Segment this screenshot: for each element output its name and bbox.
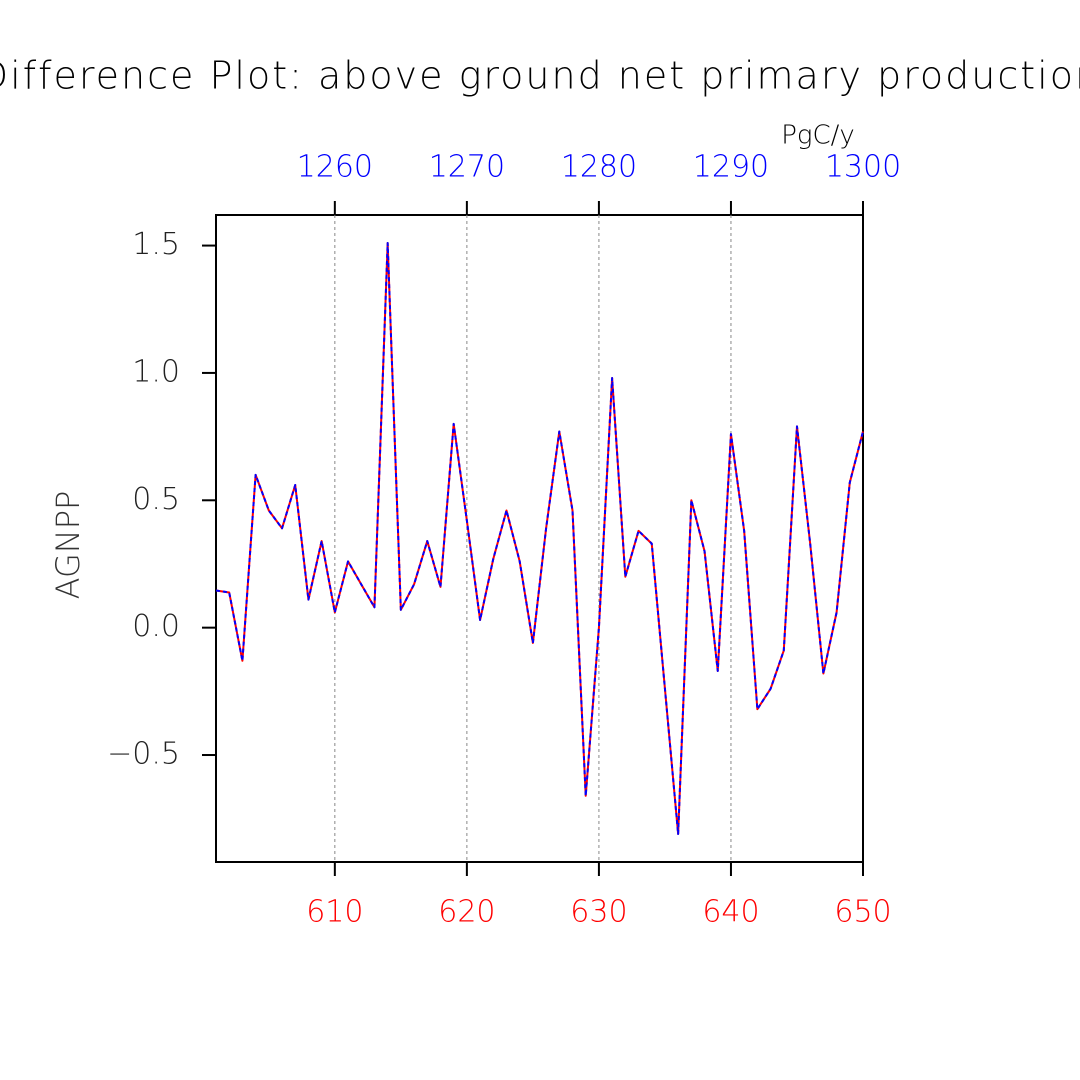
x2-tick-label: 1290 bbox=[693, 150, 769, 185]
y-tick-label: 1.5 bbox=[132, 227, 180, 262]
data-line bbox=[215, 242, 864, 835]
x-tick-label: 640 bbox=[702, 895, 759, 930]
x-tick-label: 630 bbox=[570, 895, 627, 930]
units-label: PgC/y bbox=[781, 121, 855, 151]
plot-frame bbox=[215, 214, 864, 863]
x2-tick-label: 1280 bbox=[561, 150, 637, 185]
x2-tick-label: 1270 bbox=[429, 150, 505, 185]
y-tick-label: −0.5 bbox=[107, 737, 180, 772]
x-tick-label: 650 bbox=[834, 895, 891, 930]
y-tick-label: 0.5 bbox=[132, 482, 180, 517]
data-line bbox=[215, 242, 864, 835]
x-tick-label: 610 bbox=[306, 895, 363, 930]
x2-tick-label: 1300 bbox=[825, 150, 901, 185]
x-tick-label: 620 bbox=[438, 895, 495, 930]
chart-title: Difference Plot: above ground net primar… bbox=[0, 54, 1080, 98]
y-tick-label: 1.0 bbox=[132, 354, 180, 389]
x2-tick-label: 1260 bbox=[297, 150, 373, 185]
y-axis-label: AGNPP bbox=[49, 491, 87, 600]
y-tick-label: 0.0 bbox=[132, 609, 180, 644]
